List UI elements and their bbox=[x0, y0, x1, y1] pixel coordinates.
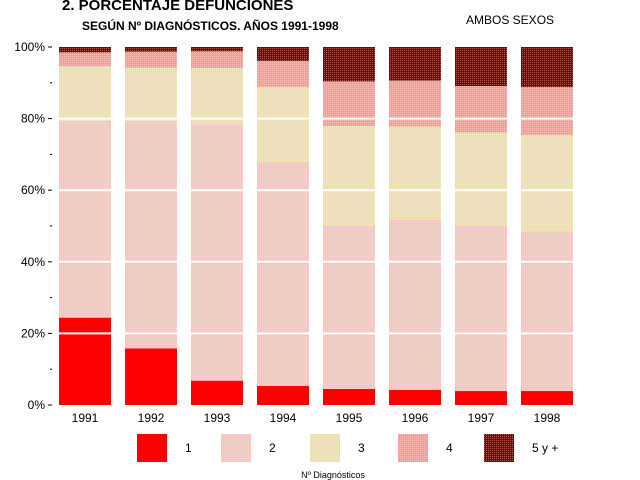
bar-segment bbox=[257, 60, 309, 88]
bar-segment bbox=[323, 388, 375, 405]
bar-segment bbox=[389, 389, 441, 405]
bar-segment bbox=[257, 386, 309, 405]
bar-segment bbox=[389, 126, 441, 220]
bar-segment bbox=[191, 47, 243, 52]
bar-segment bbox=[455, 391, 507, 405]
legend-item: 2 bbox=[221, 434, 276, 462]
legend: 1 2 3 4 5 y + bbox=[137, 434, 558, 462]
bar-segment bbox=[455, 86, 507, 133]
legend-item: 4 bbox=[398, 434, 453, 462]
legend-item: 5 y + bbox=[484, 434, 558, 462]
x-axis: 1991 1992 1993 1994 1995 1996 1997 1998 bbox=[72, 411, 561, 425]
legend-label: 3 bbox=[358, 441, 365, 455]
bar-segment bbox=[521, 87, 573, 136]
legend-swatch bbox=[310, 434, 340, 462]
bar-segment bbox=[125, 348, 177, 405]
x-tick-label: 1991 bbox=[72, 411, 99, 425]
bar-segment bbox=[257, 47, 309, 61]
bar-segment bbox=[389, 47, 441, 81]
legend-swatch bbox=[484, 434, 514, 462]
bar-segment bbox=[257, 87, 309, 162]
x-tick-label: 1996 bbox=[402, 411, 429, 425]
x-tick-label: 1998 bbox=[534, 411, 561, 425]
bar-segment bbox=[521, 47, 573, 88]
legend-item: 3 bbox=[310, 434, 365, 462]
bar-segment bbox=[59, 66, 111, 121]
bar-segment bbox=[521, 231, 573, 392]
legend-label: 5 y + bbox=[532, 441, 558, 455]
legend-swatch bbox=[398, 434, 428, 462]
bar-segment bbox=[455, 226, 507, 392]
legend-swatch bbox=[221, 434, 251, 462]
bar-segment bbox=[191, 124, 243, 381]
y-axis: 0% 20% 40% 60% 80% 100% bbox=[14, 40, 52, 412]
bar-segment bbox=[191, 68, 243, 125]
bar-segment bbox=[323, 47, 375, 82]
bar-segment bbox=[59, 317, 111, 405]
bar-segment bbox=[125, 120, 177, 349]
y-tick-label: 0% bbox=[28, 398, 46, 412]
x-tick-label: 1994 bbox=[270, 411, 297, 425]
bar-segment bbox=[125, 47, 177, 52]
bar-segment bbox=[323, 226, 375, 389]
bar-segment bbox=[521, 135, 573, 232]
chart-subtitle: SEGÚN Nº DIAGNÓSTICOS. AÑOS 1991-1998 bbox=[82, 19, 339, 33]
y-tick-label: 80% bbox=[21, 112, 45, 126]
x-tick-label: 1992 bbox=[138, 411, 165, 425]
bar-segment bbox=[191, 51, 243, 69]
bar-segment bbox=[125, 67, 177, 121]
chart-title: 2. PORCENTAJE DEFUNCIONES bbox=[62, 0, 294, 14]
x-tick-label: 1995 bbox=[336, 411, 363, 425]
y-tick-label: 100% bbox=[14, 40, 45, 54]
x-tick-label: 1997 bbox=[468, 411, 495, 425]
bar-segment bbox=[455, 132, 507, 226]
x-axis-label: Nº Diagnósticos bbox=[301, 470, 365, 480]
bar-segment bbox=[521, 391, 573, 405]
bar-segment bbox=[59, 47, 111, 53]
bar-segment bbox=[323, 126, 375, 226]
y-tick-label: 20% bbox=[21, 326, 45, 340]
bar-segment bbox=[59, 120, 111, 318]
bar-segment bbox=[455, 47, 507, 87]
bar-segment bbox=[389, 219, 441, 390]
x-tick-label: 1993 bbox=[204, 411, 231, 425]
legend-item: 1 bbox=[137, 434, 192, 462]
bar-segment bbox=[125, 51, 177, 68]
legend-swatch bbox=[137, 434, 167, 462]
legend-label: 4 bbox=[446, 441, 453, 455]
bar-segment bbox=[257, 161, 309, 387]
bar-segment bbox=[59, 52, 111, 67]
population-note: AMBOS SEXOS bbox=[466, 13, 555, 27]
plot-area bbox=[52, 47, 580, 405]
y-tick-label: 40% bbox=[21, 255, 45, 269]
y-tick-label: 60% bbox=[21, 183, 45, 197]
legend-label: 2 bbox=[269, 441, 276, 455]
legend-label: 1 bbox=[185, 441, 192, 455]
bar-segment bbox=[191, 380, 243, 405]
